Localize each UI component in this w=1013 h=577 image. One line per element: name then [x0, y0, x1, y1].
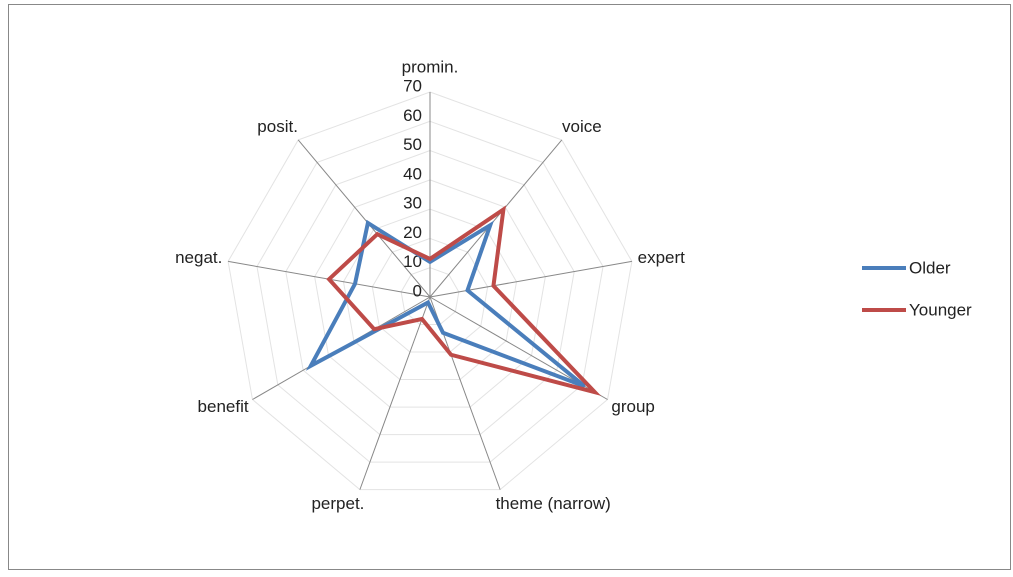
axis-spoke [359, 296, 431, 490]
y-tick-label: 70 [403, 76, 422, 95]
y-tick-label: 40 [403, 164, 422, 183]
category-label: perpet. [311, 494, 364, 513]
category-label: voice [562, 117, 602, 136]
grid-line [342, 208, 518, 381]
grid-line [256, 120, 604, 463]
y-tick-label: 0 [413, 281, 422, 300]
legend-label: Younger [909, 300, 972, 319]
y-tick-label: 30 [403, 194, 422, 213]
y-tick-label: 10 [403, 252, 422, 271]
legend-label: Older [909, 258, 951, 277]
category-label: group [611, 397, 654, 416]
category-label: benefit [198, 397, 249, 416]
category-label: theme (narrow) [496, 494, 611, 513]
grid-line [371, 237, 489, 353]
grid-line [285, 150, 575, 436]
category-label: promin. [402, 57, 459, 76]
axis-spoke [297, 139, 431, 298]
series-line [326, 205, 602, 396]
grid-line [227, 91, 633, 491]
chart-frame [8, 4, 1011, 570]
category-label: negat. [175, 248, 222, 267]
axis-spoke [429, 139, 563, 298]
y-tick-label: 20 [403, 223, 422, 242]
grid-line [400, 267, 460, 326]
y-tick-label: 60 [403, 106, 422, 125]
category-label: expert [638, 248, 686, 267]
grid-line [314, 179, 546, 408]
category-label: posit. [257, 117, 298, 136]
y-tick-label: 50 [403, 135, 422, 154]
series-line [305, 219, 586, 389]
axis-spoke [429, 260, 632, 298]
